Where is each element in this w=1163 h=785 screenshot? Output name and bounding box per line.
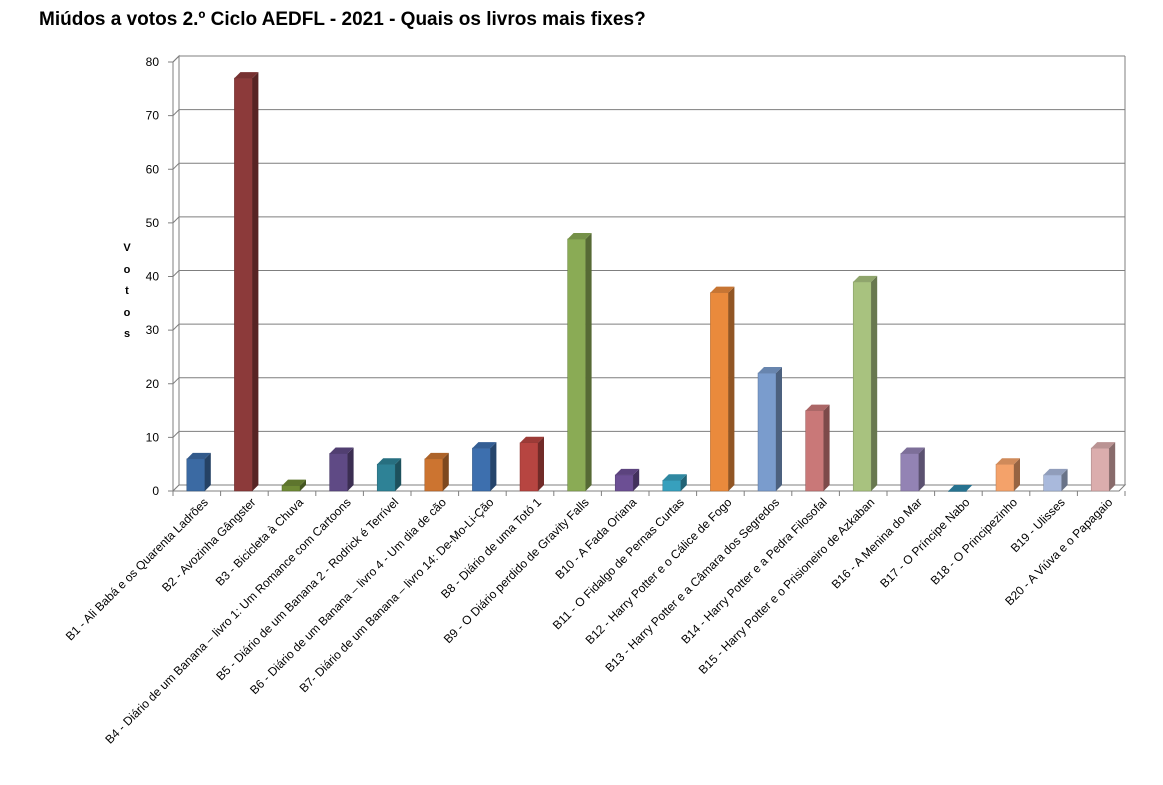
y-tick-label: 40	[146, 270, 160, 284]
y-tick-label: 10	[146, 430, 160, 444]
gridline	[172, 109, 1125, 116]
x-tick-label: B5 - Diário de um Banana 2 - Rodrick é T…	[213, 495, 401, 683]
bar	[376, 458, 402, 492]
bar	[1090, 442, 1116, 492]
x-tick-label: B3 - Bicicleta à Chuva	[213, 495, 307, 589]
x-tick-label: B17 - O Príncipe Nabo	[877, 495, 972, 590]
y-tick-label: 50	[146, 216, 160, 230]
chart-title: Miúdos a votos 2.º Ciclo AEDFL - 2021 - …	[39, 9, 646, 30]
gridline	[172, 323, 1125, 331]
x-axis-floor	[171, 484, 1127, 492]
bar	[757, 367, 782, 492]
bar	[852, 275, 878, 492]
y-tick-label: 70	[146, 109, 160, 123]
y-tick-labels: 0 10 20 30 40 50 60 70 80	[146, 55, 160, 498]
x-tick-label: B13 - Harry Potter e a Câmara dos Segred…	[602, 495, 782, 675]
bar	[281, 479, 306, 492]
y-tick-label: 60	[146, 162, 160, 176]
bar	[234, 72, 259, 492]
x-tick-label: B10 - A Fada Oriana	[553, 495, 640, 582]
gridline	[172, 162, 1125, 170]
axes	[168, 54, 1127, 496]
bar	[186, 452, 211, 492]
y-tick-label: 30	[146, 323, 160, 337]
bar	[805, 404, 830, 492]
bar	[900, 447, 925, 492]
bar	[995, 458, 1020, 492]
bar	[329, 447, 354, 492]
x-tick-label: B2 - Avozinha Gângster	[159, 495, 258, 594]
bar	[1043, 468, 1068, 492]
gridline	[172, 216, 1125, 224]
gridline	[172, 270, 1125, 277]
y-axis	[172, 54, 180, 491]
bar	[567, 232, 592, 492]
bar	[662, 474, 687, 492]
x-tick-label: B18 - O Principezinho	[928, 495, 1021, 588]
y-tick-label: 80	[146, 55, 160, 69]
x-tick-label: B15 - Harry Potter e o Prisioneiro de Az…	[696, 495, 878, 677]
gridline	[172, 377, 1125, 385]
bar	[948, 485, 973, 492]
bar	[519, 436, 544, 492]
gridline	[172, 430, 1125, 438]
y-tick-label: 20	[146, 377, 160, 391]
bar	[472, 442, 497, 492]
gridline	[172, 55, 1125, 63]
x-tick-label: B16 - A Menina do Mar	[829, 495, 925, 591]
bars	[186, 72, 1116, 492]
bar	[710, 286, 735, 492]
y-tick-label: 0	[152, 484, 159, 498]
gridlines	[172, 55, 1125, 492]
bar	[424, 452, 449, 492]
bar	[614, 468, 640, 492]
